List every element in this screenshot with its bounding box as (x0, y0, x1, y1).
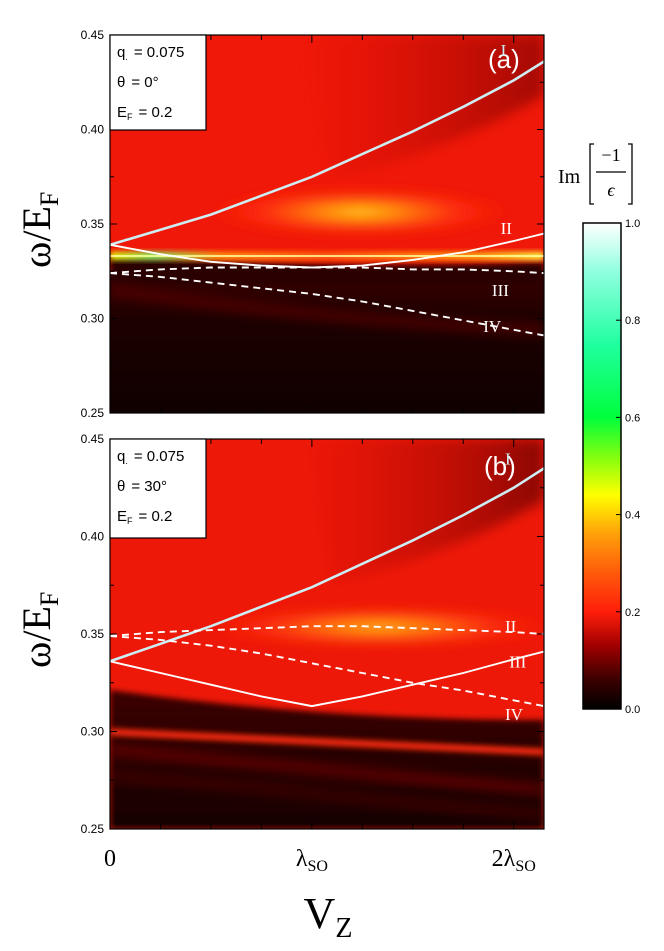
x-axis-b: 0 λSO 2λSO (104, 439, 536, 875)
colorbar-tick-label: 0.6 (625, 412, 640, 424)
param-0: q. = 0.075 (117, 44, 184, 62)
curve-I (110, 60, 544, 247)
curve-label-I: I (505, 450, 511, 469)
x-tick-label: 2λSO (492, 846, 536, 875)
panel-b: 0.25 0.30 0.35 0.40 0.45 0 λSO 2λSO q. = 0.075 θ… (81, 432, 545, 875)
param-2: EF = 0.2 (117, 104, 172, 122)
y-tick-label: 0.40 (81, 123, 105, 137)
y-tick-label: 0.45 (81, 28, 105, 42)
colorbar-tick-label: 0.4 (625, 510, 640, 522)
y-tick-label: 0.30 (81, 312, 105, 326)
y-tick-label: 0.45 (81, 432, 105, 446)
y-tick-label: 0.35 (81, 217, 105, 231)
panel-label-a: (a) (488, 44, 520, 74)
curve-label-I: I (501, 41, 507, 60)
curve-IV (110, 635, 544, 708)
y-tick-label: 0.35 (81, 627, 105, 641)
y-tick-label: 0.40 (81, 530, 105, 544)
curves-b (110, 467, 544, 708)
x-tick-label: λSO (296, 846, 328, 875)
param-1: θ = 0° (117, 74, 159, 91)
curve-III (110, 266, 544, 275)
curve-IV (110, 272, 544, 337)
y-axis-label-b: ω/EF (14, 592, 64, 668)
curve-label-III: III (492, 281, 509, 300)
params-box-a: q. = 0.075 θ = 0° EF = 0.2 (109, 34, 207, 131)
svg-text:−1: −1 (601, 145, 620, 165)
curve-label-III: III (509, 652, 526, 671)
curves-a (110, 60, 544, 337)
colorbar-tick-label: 1.0 (625, 218, 640, 230)
curve-I (110, 467, 544, 663)
panel-a: 0.25 0.30 0.35 0.40 0.45 q. = 0.075 θ = 0° EF = 0… (81, 28, 545, 420)
y-axis-a: 0.25 0.30 0.35 0.40 0.45 (81, 28, 544, 420)
curve-label-II: II (505, 617, 517, 636)
colorbar-tick-label: 0.2 (625, 607, 640, 619)
y-axis-label-a: ω/EF (14, 192, 64, 268)
svg-text:ϵ: ϵ (607, 180, 615, 200)
x-axis-label: VZ (304, 889, 353, 944)
heatmap-b (110, 439, 544, 829)
panel-label-b: (b) (484, 451, 516, 481)
curve-III (110, 650, 544, 708)
param-2: EF = 0.2 (117, 508, 172, 526)
colorbar-ticks: 0.0 0.2 0.4 0.6 0.8 1.0 (616, 218, 640, 716)
y-tick-label: 0.25 (81, 822, 105, 836)
svg-text:Im: Im (558, 166, 581, 188)
y-tick-label: 0.25 (81, 406, 105, 420)
colorbar-tick-label: 0.8 (625, 315, 640, 327)
param-0: q. = 0.075 (117, 448, 184, 466)
param-1: θ = 30° (117, 478, 167, 495)
colorbar-tick-label: 0.0 (625, 704, 640, 716)
curve-II (110, 232, 544, 269)
curve-II (110, 625, 544, 637)
params-box-b: q. = 0.075 θ = 30° EF = 0.2 (109, 438, 207, 539)
colorbar-label: Im −1 ϵ (558, 143, 633, 205)
curve-label-II: II (501, 219, 513, 238)
colorbar: Im −1 ϵ 0.0 0.2 0.4 0.6 0.8 1.0 (558, 143, 640, 716)
x-tick-label: 0 (104, 846, 116, 872)
colorbar-scale (582, 222, 622, 710)
y-tick-label: 0.30 (81, 725, 105, 739)
curve-label-IV: IV (505, 705, 524, 724)
curve-label-IV: IV (483, 317, 502, 336)
heatmap-a (110, 35, 544, 413)
